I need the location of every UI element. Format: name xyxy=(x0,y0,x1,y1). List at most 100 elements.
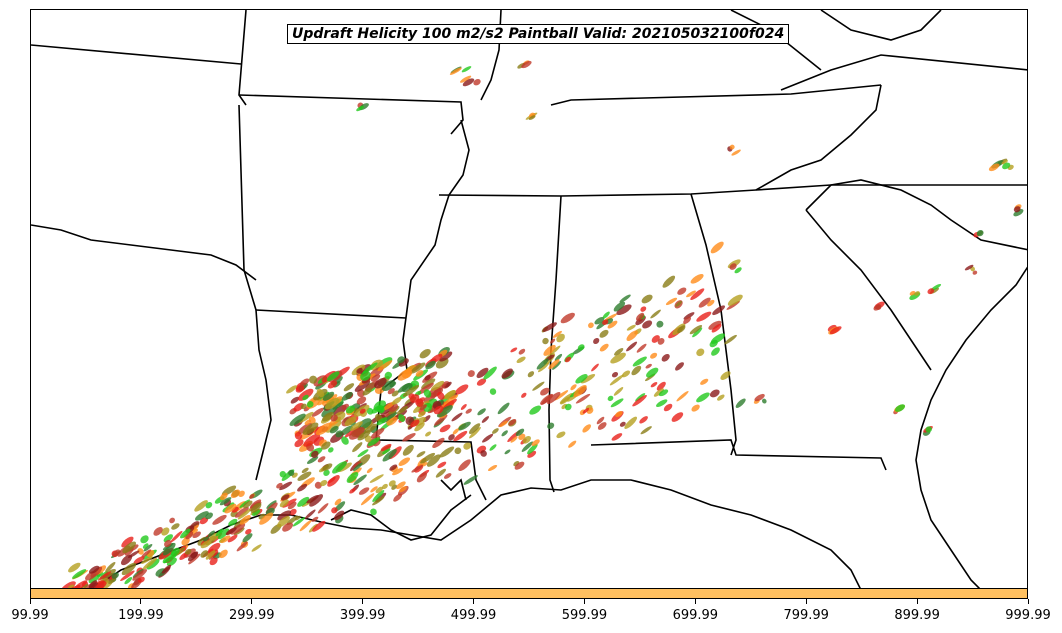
paintball-blob xyxy=(133,556,145,564)
paintball-blob xyxy=(473,79,481,86)
paintball-blob xyxy=(356,364,372,377)
colorbar-tick xyxy=(805,599,807,604)
paintball-blob xyxy=(613,387,624,396)
paintball-blob xyxy=(410,362,426,374)
paintball-blob xyxy=(626,324,636,331)
paintball-blob xyxy=(372,490,385,502)
paintball-blob xyxy=(465,408,472,414)
paintball-blob xyxy=(219,497,232,506)
paintball-blob xyxy=(329,426,339,434)
paintball-blob xyxy=(501,430,508,437)
paintball-blob xyxy=(435,468,446,478)
paintball-blob xyxy=(708,320,722,330)
colorbar-tick xyxy=(140,599,142,604)
paintball-blob xyxy=(528,115,536,120)
paintball-blob xyxy=(588,322,594,329)
paintball-blob xyxy=(218,549,228,559)
paintball-blob xyxy=(686,290,696,298)
paintball-blob xyxy=(217,528,230,540)
paintball-blob xyxy=(449,67,462,75)
paintball-blob xyxy=(611,433,623,441)
paintball-blob xyxy=(435,357,449,369)
paintball-blob xyxy=(294,439,304,448)
paintball-blob xyxy=(377,360,393,372)
paintball-blob xyxy=(727,294,743,306)
paintball-blob xyxy=(97,571,112,581)
paintball-blob xyxy=(142,543,149,549)
paintball-blob xyxy=(341,436,349,445)
colorbar-tick xyxy=(694,599,696,604)
paintball-blob xyxy=(709,389,720,398)
paintball-blob xyxy=(328,447,334,453)
paintball-blob xyxy=(297,471,312,481)
colorbar-tick-label: 699.99 xyxy=(672,608,719,623)
paintball-blob xyxy=(467,370,475,378)
paintball-blob xyxy=(266,500,277,509)
paintball-blob xyxy=(96,581,107,588)
paintball-blob xyxy=(556,431,566,439)
paintball-blob xyxy=(88,582,99,588)
paintball-blob xyxy=(692,327,703,338)
paintball-blob xyxy=(370,508,377,516)
paintball-blob xyxy=(294,432,303,440)
paintball-blob xyxy=(78,583,89,588)
paintball-blob xyxy=(735,398,746,408)
paintball-blob xyxy=(988,163,1000,172)
paintball-blob xyxy=(463,442,472,450)
paintball-blob xyxy=(402,384,420,397)
paintball-blob xyxy=(228,518,238,526)
paintball-blob xyxy=(514,461,525,470)
paintball-blob xyxy=(195,511,209,521)
paintball-blob xyxy=(321,441,331,450)
state-borders xyxy=(31,10,1027,588)
paintball-blob xyxy=(112,549,121,557)
paintball-blob xyxy=(731,149,741,156)
paintball-blob xyxy=(341,392,353,401)
paintball-blob xyxy=(510,436,518,443)
paintball-blob xyxy=(461,66,472,73)
paintball-blob xyxy=(200,550,209,558)
paintball-blob xyxy=(227,534,238,543)
paintball-blob xyxy=(121,562,137,576)
paintball-blob xyxy=(171,523,180,530)
paintball-blob xyxy=(476,367,489,379)
colorbar-tick xyxy=(29,599,31,604)
paintball-blob xyxy=(536,358,549,370)
paintball-blob xyxy=(203,536,210,542)
paintball-blob xyxy=(603,313,618,322)
paintball-blob xyxy=(299,520,312,532)
paintball-blob xyxy=(650,309,661,319)
paintball-blob xyxy=(332,461,347,474)
paintball-blob xyxy=(610,398,624,408)
paintball-blob xyxy=(696,392,710,403)
map-title: Updraft Helicity 100 m2/s2 Paintball Val… xyxy=(287,24,790,44)
paintball-blob xyxy=(374,377,387,389)
paintball-blob xyxy=(522,435,531,444)
paintball-blob xyxy=(656,399,668,408)
paintball-blob xyxy=(289,413,306,426)
paintball-blob xyxy=(419,404,427,411)
paintball-blob xyxy=(636,312,645,321)
paintball-blob xyxy=(331,507,338,514)
paintball-blob xyxy=(354,380,371,392)
paintball-blob xyxy=(540,387,550,396)
paintball-blob xyxy=(207,530,215,537)
paintball-blob xyxy=(518,348,526,355)
paintball-blob xyxy=(192,531,201,539)
paintball-blob xyxy=(537,362,550,373)
paintball-blob xyxy=(560,312,575,324)
paintball-blob xyxy=(653,388,664,397)
paintball-blob xyxy=(295,384,305,393)
paintball-blob xyxy=(304,509,316,520)
paintball-blob xyxy=(599,329,609,338)
paintball-blob xyxy=(499,420,508,428)
paintball-blob xyxy=(200,540,212,549)
paintball-blob xyxy=(250,502,262,514)
paintball-blob xyxy=(353,474,367,486)
paintball-blob xyxy=(1001,159,1008,165)
paintball-blob xyxy=(640,426,652,435)
paintball-blob xyxy=(624,416,638,429)
paintball-blob xyxy=(650,352,658,359)
paintball-blob xyxy=(710,241,724,254)
paintball-blob xyxy=(330,414,338,422)
